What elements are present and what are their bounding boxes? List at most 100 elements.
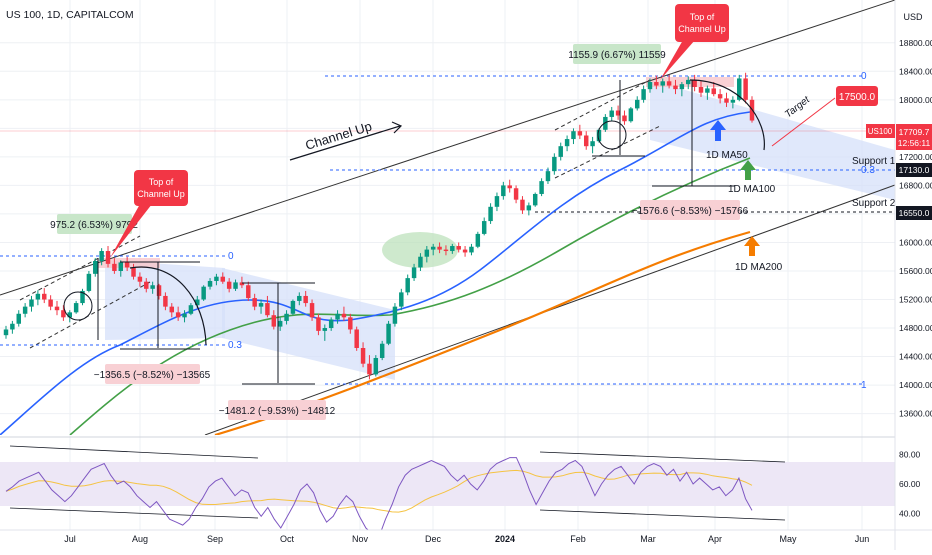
price-now-text: 17709.7 [899, 127, 930, 137]
candle-body [367, 363, 372, 375]
rsi-upper-trend-1 [9, 445, 259, 459]
candle-body [564, 139, 570, 147]
candle-body [526, 205, 532, 211]
callout-2-line2: Channel Up [678, 24, 726, 34]
candle-body [182, 313, 187, 318]
candle-body [163, 295, 168, 307]
candle-body [641, 89, 646, 100]
candle-body [297, 295, 302, 301]
candle-body [609, 110, 614, 117]
time-tick-label: Mar [640, 534, 656, 544]
candle-body [80, 290, 85, 304]
candle-body [271, 315, 277, 327]
rsi-lower-trend-1 [9, 507, 259, 519]
candle-body [660, 81, 665, 86]
rsi-ticks: 80.00 60.00 40.00 [899, 450, 921, 519]
candle-body [615, 110, 621, 116]
candle-body [335, 313, 340, 320]
candle-body [399, 292, 404, 307]
candle-body [169, 306, 175, 313]
mini-channel-2-top [554, 79, 651, 131]
support2-tag [896, 206, 932, 220]
candle-body [577, 131, 583, 136]
candle-body [507, 185, 512, 189]
measure-up-2-text: 1155.9 (6.67%) 11559 [568, 50, 666, 61]
candle-body [462, 249, 468, 253]
price-axis[interactable]: 18800.0018400.0018000.0017600.0017200.00… [866, 0, 932, 550]
candle-body [277, 320, 283, 327]
candle-body [16, 313, 21, 324]
price-tick-label: 14400.00 [899, 352, 932, 362]
target-price: 17500.0 [839, 92, 876, 103]
fib-0-label-2: 0 [861, 71, 867, 82]
mini-channel-2-bot [554, 125, 661, 179]
candle-body [590, 141, 595, 147]
candle-body [239, 282, 245, 286]
measure-dn-2-text: −1481.2 (−9.53%) −14812 [219, 406, 336, 417]
rsi-tick-label: 80.00 [899, 450, 921, 460]
time-tick-label: 2024 [495, 534, 515, 544]
rsi-tick-label: 60.00 [899, 479, 921, 489]
pattern-circle-2 [597, 120, 627, 150]
time-tick-label: Nov [352, 534, 369, 544]
chart-title: US 100, 1D, CAPITALCOM [6, 9, 134, 21]
rsi-lower-trend-2 [539, 509, 786, 521]
candle-body [93, 261, 98, 274]
ma50-label: 1D MA50 [706, 150, 748, 161]
time-tick-label: Jul [64, 534, 76, 544]
measure-dn-1-text: −1356.5 (−8.52%) −13565 [94, 370, 211, 381]
mini-channel-1-bot [29, 281, 151, 349]
candle-body [596, 129, 602, 142]
candle-body [131, 267, 136, 277]
fib-03-label-1: 0.3 [228, 340, 242, 351]
candle-body [348, 317, 353, 330]
candle-body [150, 285, 155, 289]
candle-body [214, 276, 219, 281]
candles [3, 72, 755, 380]
candle-body [686, 79, 691, 85]
candle-body [475, 233, 481, 247]
callout-2-box [675, 4, 729, 42]
candle-body [717, 94, 723, 99]
candle-body [730, 99, 736, 103]
candle-body [679, 84, 685, 90]
measure-up-2-box [573, 44, 661, 64]
candle-body [539, 181, 544, 194]
callout-2-line1: Top of [690, 12, 715, 22]
bear-channel-3 [650, 80, 895, 200]
time-axis[interactable]: Jul Aug Sep Oct Nov Dec 2024 Feb Mar Apr May Jun [0, 529, 932, 544]
candle-body [290, 300, 296, 314]
rsi-band [0, 462, 895, 506]
candle-body [411, 267, 417, 279]
candle-body [622, 115, 627, 122]
candle-body [226, 281, 232, 289]
candle-body [494, 196, 500, 207]
candle-body [156, 285, 162, 296]
callout-2-pointer [660, 40, 695, 80]
candle-body [603, 116, 608, 130]
price-tick-label: 18400.00 [899, 66, 932, 76]
candle-body [628, 108, 634, 122]
candle-body [424, 249, 430, 257]
currency-label: USD [903, 12, 923, 22]
candle-body [456, 246, 461, 250]
candle-body [201, 286, 206, 300]
candle-body [252, 298, 257, 307]
fib-03-label-2: 0.3 [861, 165, 875, 176]
rsi-upper-trend-2 [539, 451, 786, 463]
measure-up-1-box [57, 214, 132, 234]
candle-body [405, 278, 410, 293]
candle-body [258, 303, 264, 307]
candle-body [35, 293, 41, 300]
candle-body [520, 199, 525, 211]
candle-body [105, 251, 111, 264]
time-tick-label: Apr [708, 534, 722, 544]
candle-body [3, 329, 9, 336]
callout-1-box [134, 170, 188, 206]
candle-body [22, 306, 28, 314]
price-tick-label: 14000.00 [899, 380, 932, 390]
measure-dn-1-box [105, 364, 200, 384]
candle-body [246, 285, 251, 299]
